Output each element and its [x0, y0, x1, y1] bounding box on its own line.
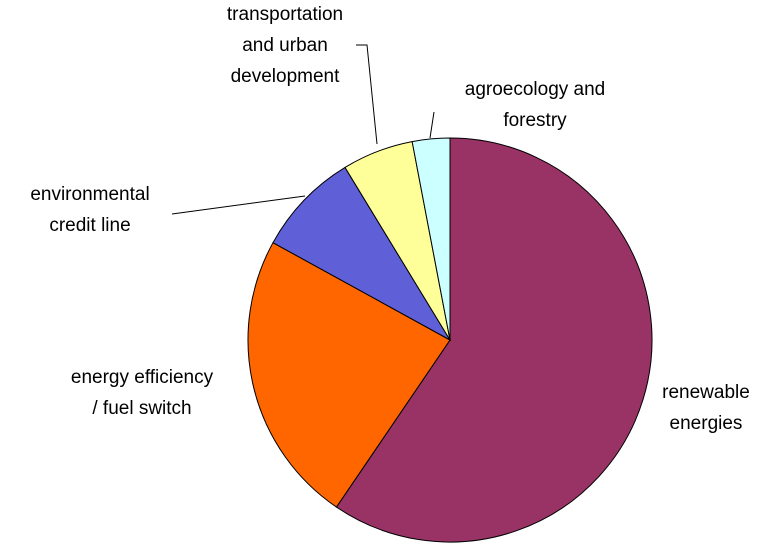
slice-label: environmental credit line [30, 184, 149, 236]
slice-label: transportation and urban development [227, 4, 343, 87]
pie-slice [335, 137, 653, 543]
leader-line [171, 195, 306, 215]
leader-line [356, 44, 378, 145]
slice-label: renewable energies [662, 382, 750, 434]
slice-label: energy efficiency / fuel switch [71, 367, 214, 419]
leader-line [429, 111, 435, 139]
pie-slice [272, 166, 452, 342]
pie-slice [411, 137, 451, 341]
pie-slice [247, 242, 451, 508]
slice-label: agroecology and forestry [465, 79, 606, 131]
